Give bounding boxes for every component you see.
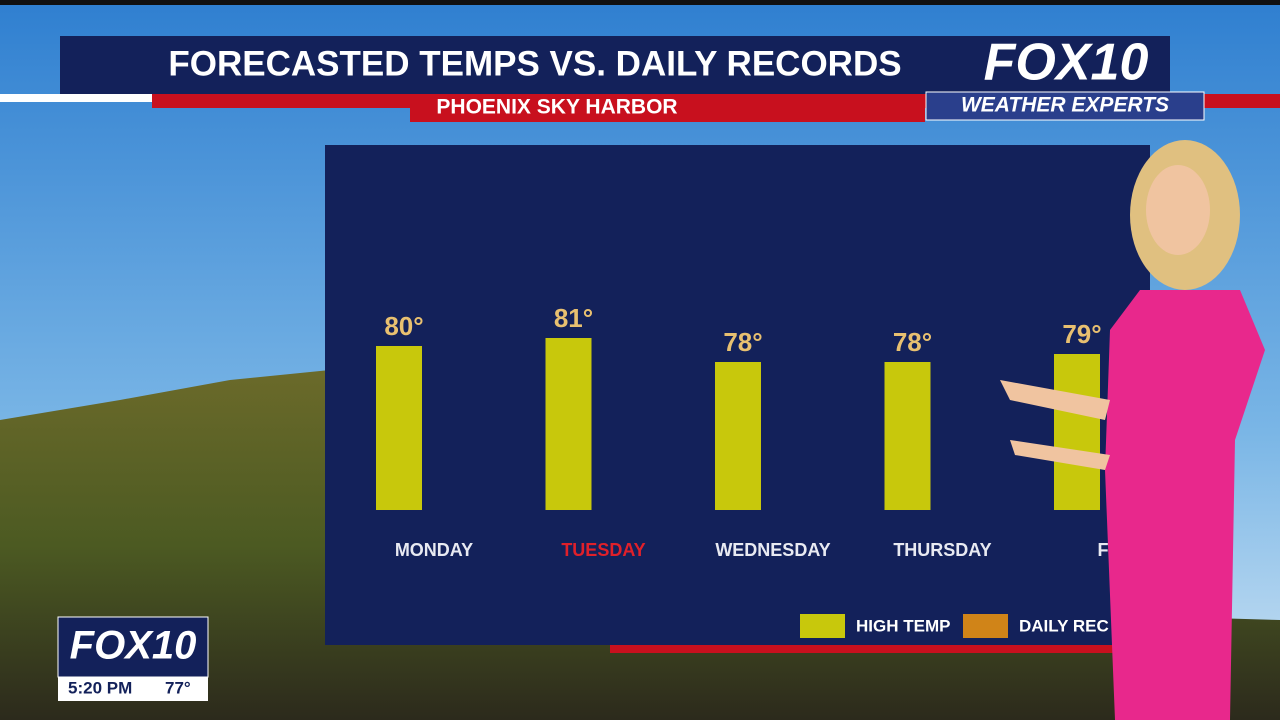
bug-temp: 77° [165, 678, 191, 697]
value-label: 78° [723, 327, 762, 357]
bar [884, 362, 931, 510]
subtitle: PHOENIX SKY HARBOR [436, 96, 677, 119]
panel-accent [610, 645, 1150, 653]
category-label: TUESDAY [561, 540, 645, 560]
title: FORECASTED TEMPS VS. DAILY RECORDS [168, 44, 901, 83]
bar [715, 362, 761, 510]
category-label: WEDNESDAY [715, 540, 830, 560]
bar [376, 346, 422, 510]
legend-swatch [800, 614, 845, 638]
bug-logo-box [57, 616, 209, 678]
header-bar [60, 36, 1170, 94]
value-label: 78° [893, 327, 932, 357]
value-label: 81° [554, 303, 593, 333]
top-edge [0, 0, 1280, 5]
value-label: 79° [1062, 319, 1101, 349]
category-label: MONDAY [395, 540, 473, 560]
category-label: THURSDAY [893, 540, 991, 560]
logo: FOX10 [984, 34, 1149, 92]
value-label: 80° [384, 311, 423, 341]
bug-logo: FOX10 [70, 624, 197, 668]
subtitle-bar [410, 94, 925, 122]
bar [1054, 354, 1100, 510]
legend-label: DAILY REC [1019, 616, 1109, 635]
chart: MONDAY 80° TUESDAY 81° WEDNESDAY 78° THURSDAY 7… [376, 303, 1127, 638]
legend-label: HIGH TEMP [856, 616, 950, 635]
presenter [1000, 140, 1265, 720]
bar [545, 338, 592, 510]
logo-tag: WEATHER EXPERTS [961, 94, 1169, 117]
bug-time: 5:20 PM [68, 678, 132, 697]
legend-swatch [963, 614, 1008, 638]
logo-tag-box [925, 91, 1205, 121]
bug-info-box [58, 677, 208, 701]
